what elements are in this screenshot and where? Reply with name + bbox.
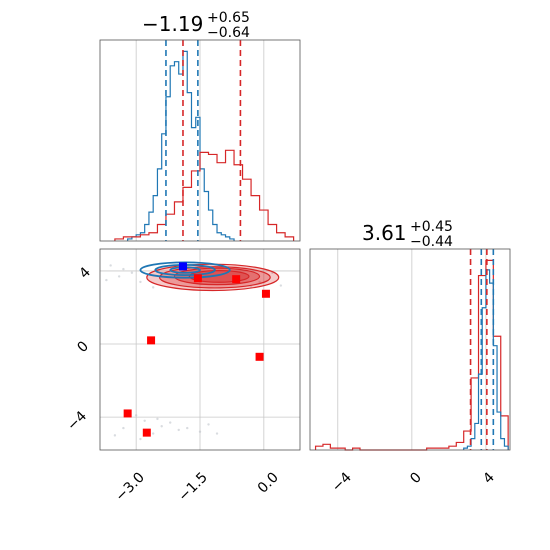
sample-point <box>151 286 155 289</box>
x-ticks-bottom-left: −3.0 −1.5 0.0 <box>112 470 281 505</box>
sample-point <box>160 425 163 428</box>
histogram-series <box>127 50 235 241</box>
sample-point <box>139 280 142 284</box>
x-tick-label: −3.0 <box>112 470 147 505</box>
red-square-marker <box>232 275 241 284</box>
red-square-marker <box>255 352 264 361</box>
panel-frame <box>309 248 511 451</box>
sample-point <box>109 264 112 267</box>
title-p1-sup: +0.65 <box>207 10 250 26</box>
sample-point <box>151 432 155 435</box>
blue-square-marker <box>178 262 187 271</box>
title-p2: 3.61 +0.45 −0.44 <box>362 219 453 250</box>
sample-point <box>177 428 180 432</box>
histogram-panel-p1 <box>99 39 301 242</box>
red-square-marker <box>193 274 202 283</box>
histogram-panel-p2 <box>309 248 511 451</box>
title-p1: −1.19 +0.65 −0.64 <box>142 10 250 41</box>
sample-point <box>130 271 134 274</box>
sample-point <box>258 280 261 284</box>
sample-point <box>156 417 159 421</box>
sample-point <box>117 275 121 278</box>
sample-point <box>122 426 125 430</box>
sample-point <box>169 421 172 424</box>
red-square-marker <box>142 428 151 437</box>
x-ticks-bottom-right: −4 0 4 <box>329 469 498 495</box>
x-tick-label: 0.0 <box>255 470 282 497</box>
density-panel-p1-p2 <box>99 248 301 451</box>
sample-point <box>279 284 283 287</box>
x-tick-label: −4 <box>329 469 355 495</box>
title-p2-sub: −0.44 <box>410 234 453 250</box>
sample-point <box>198 430 202 433</box>
sample-point <box>134 414 138 417</box>
y-tick-label: 0 <box>74 338 92 356</box>
blue-density-contour <box>139 261 231 279</box>
title-p1-main: −1.19 <box>142 12 203 36</box>
histogram-series <box>114 149 295 241</box>
title-p1-sub: −0.64 <box>207 25 250 41</box>
sample-point <box>105 278 108 282</box>
red-square-marker <box>123 409 132 418</box>
red-square-marker <box>147 336 156 345</box>
panel-frame <box>99 248 301 451</box>
x-tick-label: 4 <box>480 469 498 487</box>
sample-point <box>215 432 219 435</box>
sample-point <box>122 267 125 271</box>
sample-point <box>186 426 189 430</box>
sample-point <box>139 437 142 441</box>
sample-point <box>143 419 146 422</box>
y-ticks-left: 4 0 −4 <box>64 264 94 434</box>
title-p2-sup: +0.45 <box>410 219 453 235</box>
x-tick-label: 0 <box>407 470 425 488</box>
y-tick-label: 4 <box>76 264 94 282</box>
sample-point <box>113 434 117 437</box>
x-tick-label: −1.5 <box>175 470 210 505</box>
panel-frame <box>99 39 301 242</box>
title-p2-main: 3.61 <box>362 221 407 245</box>
y-tick-label: −4 <box>64 408 90 434</box>
sample-point <box>207 423 210 426</box>
red-square-marker <box>261 289 270 298</box>
